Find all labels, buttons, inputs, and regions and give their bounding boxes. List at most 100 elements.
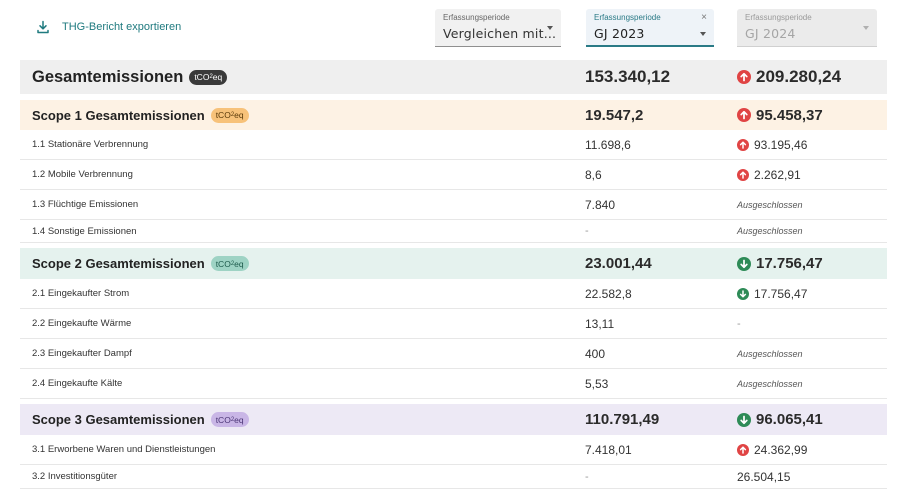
row-label: 1.1 Stationäre Verbrennung — [32, 130, 148, 159]
value-2024-text: 2.262,91 — [754, 167, 801, 182]
compare-period-select[interactable]: Erfassungsperiode Vergleichen mit... — [435, 9, 561, 47]
value-2023: 11.698,6 — [585, 137, 631, 152]
arrow-down-icon — [737, 412, 751, 427]
row-label-text: 2.3 Eingekaufter Dampf — [32, 348, 132, 359]
table-row: 2.3 Eingekaufter Dampf 400 Ausgeschlossen — [20, 339, 887, 369]
table-row: Scope 1 Gesamtemissionen tCO 2 eq 19.547,2 95… — [20, 100, 887, 130]
table-row: Scope 2 Gesamtemissionen tCO 2 eq 23.001,44 1… — [20, 248, 887, 279]
table-row: 2.1 Eingekaufter Strom 22.582,8 17.756,47 — [20, 279, 887, 309]
value-2024: 17.756,47 — [737, 279, 807, 308]
value-2024: Ausgeschlossen — [737, 190, 803, 219]
value-2024-text: 209.280,24 — [756, 67, 842, 86]
arrow-down-icon — [737, 256, 751, 271]
row-label-text: Scope 1 Gesamtemissionen — [32, 107, 205, 123]
arrow-up-icon — [737, 70, 751, 84]
table-row: 3.1 Erworbene Waren und Dienstleistungen… — [20, 435, 887, 465]
row-label-text: 1.1 Stationäre Verbrennung — [32, 139, 149, 150]
value-2024: 95.458,37 — [737, 100, 823, 130]
value-2024-text: 17.756,47 — [754, 286, 808, 301]
value-2024: Ausgeschlossen — [737, 339, 803, 368]
value-2024: 209.280,24 — [737, 60, 841, 94]
arrow-down-icon — [737, 287, 749, 300]
value-2024: 17.756,47 — [737, 248, 823, 279]
row-label-text: 1.2 Mobile Verbrennung — [32, 169, 133, 180]
toolbar: THG-Bericht exportieren Erfassungsperiod… — [0, 0, 907, 58]
value-2024-text: - — [737, 317, 741, 330]
value-2023: 7.840 — [585, 197, 616, 212]
table-row: 1.4 Sonstige Emissionen - Ausgeschlossen — [20, 220, 887, 243]
row-label: 3.2 Investitionsgüter — [32, 465, 117, 488]
value-2023: 19.547,2 — [585, 106, 644, 124]
unit-badge: tCO 2 eq — [210, 107, 249, 123]
value-2024-text: Ausgeschlossen — [737, 199, 803, 210]
value-2023: 7.418,01 — [585, 442, 632, 457]
row-label-text: Scope 2 Gesamtemissionen — [32, 256, 205, 271]
row-label: 1.2 Mobile Verbrennung — [32, 160, 133, 189]
value-2023: 22.582,8 — [585, 286, 632, 301]
value-2024: 24.362,99 — [737, 435, 807, 464]
value-2023: 13,11 — [585, 316, 615, 331]
row-label: 1.3 Flüchtige Emissionen — [32, 190, 138, 219]
row-label: 2.4 Eingekaufte Kälte — [32, 369, 122, 398]
arrow-up-icon — [737, 108, 751, 122]
value-2024: - — [737, 309, 741, 338]
export-report-label: THG-Bericht exportieren — [62, 21, 182, 33]
value-2024: 26.504,15 — [737, 465, 790, 488]
row-label: Scope 2 Gesamtemissionen tCO 2 eq — [32, 248, 249, 279]
row-label-text: 3.1 Erworbene Waren und Dienstleistungen — [32, 444, 216, 455]
unit-badge: tCO 2 eq — [210, 256, 249, 271]
value-2024-text: 95.458,37 — [756, 106, 823, 124]
value-2024-text: 96.065,41 — [756, 411, 823, 428]
value-2024-text: Ausgeschlossen — [737, 348, 803, 359]
value-2024: 96.065,41 — [737, 404, 823, 435]
value-2023: 110.791,49 — [585, 411, 660, 428]
value-2023: 400 — [585, 346, 606, 361]
value-2023: - — [585, 470, 589, 483]
value-2024: 93.195,46 — [737, 130, 807, 159]
arrow-up-icon — [737, 168, 749, 181]
row-label-text: 2.1 Eingekaufter Strom — [32, 288, 130, 299]
chevron-down-icon — [547, 26, 553, 30]
row-label: Gesamtemissionen tCO 2 eq — [32, 60, 228, 94]
period-select-2023[interactable]: Erfassungsperiode GJ 2023 × — [586, 9, 714, 47]
row-label-text: 1.3 Flüchtige Emissionen — [32, 199, 139, 210]
chevron-down-icon — [700, 32, 706, 36]
value-2024-text: 24.362,99 — [754, 442, 808, 457]
unit-badge: tCO 2 eq — [189, 69, 228, 85]
row-label: Scope 3 Gesamtemissionen tCO 2 eq — [32, 404, 249, 435]
row-label: Scope 1 Gesamtemissionen tCO 2 eq — [32, 100, 249, 130]
value-2024-text: 17.756,47 — [756, 255, 823, 272]
row-label: 2.2 Eingekaufte Wärme — [32, 309, 131, 338]
arrow-up-icon — [737, 138, 749, 151]
period-2024-value: GJ 2024 — [745, 26, 796, 41]
period-2024-label: Erfassungsperiode — [745, 13, 812, 22]
download-icon — [36, 20, 50, 34]
value-2024: Ausgeschlossen — [737, 220, 803, 242]
value-2024: 2.262,91 — [737, 160, 801, 189]
value-2024-text: Ausgeschlossen — [737, 378, 803, 389]
row-label-text: Scope 3 Gesamtemissionen — [32, 412, 205, 427]
clear-icon[interactable]: × — [701, 12, 707, 23]
row-label-text: 1.4 Sonstige Emissionen — [32, 225, 137, 237]
table-row: 1.1 Stationäre Verbrennung 11.698,6 93.195… — [20, 130, 887, 160]
row-label: 3.1 Erworbene Waren und Dienstleistungen — [32, 435, 215, 464]
row-label: 2.1 Eingekaufter Strom — [32, 279, 129, 308]
table-row: 2.2 Eingekaufte Wärme 13,11 - — [20, 309, 887, 339]
unit-badge: tCO 2 eq — [210, 412, 249, 427]
table-row: Gesamtemissionen tCO 2 eq 153.340,12 209.280,… — [20, 60, 887, 94]
value-2023: 23.001,44 — [585, 255, 652, 272]
compare-period-value: Vergleichen mit... — [443, 26, 557, 41]
table-row: 3.2 Investitionsgüter - 26.504,15 — [20, 465, 887, 489]
table-row: 1.3 Flüchtige Emissionen 7.840 Ausgeschlos… — [20, 190, 887, 220]
value-2024-text: Ausgeschlossen — [737, 226, 803, 236]
export-report-button[interactable]: THG-Bericht exportieren — [36, 20, 181, 34]
row-label: 2.3 Eingekaufter Dampf — [32, 339, 132, 368]
table-row: Scope 3 Gesamtemissionen tCO 2 eq 110.791,49… — [20, 404, 887, 435]
period-2023-label: Erfassungsperiode — [594, 13, 661, 22]
value-2023: 153.340,12 — [585, 67, 671, 86]
arrow-up-icon — [737, 443, 749, 456]
period-select-2024[interactable]: Erfassungsperiode GJ 2024 — [737, 9, 877, 47]
value-2023: 8,6 — [585, 167, 602, 182]
table-row: 2.4 Eingekaufte Kälte 5,53 Ausgeschlossen — [20, 369, 887, 399]
period-2023-value: GJ 2023 — [594, 26, 645, 41]
